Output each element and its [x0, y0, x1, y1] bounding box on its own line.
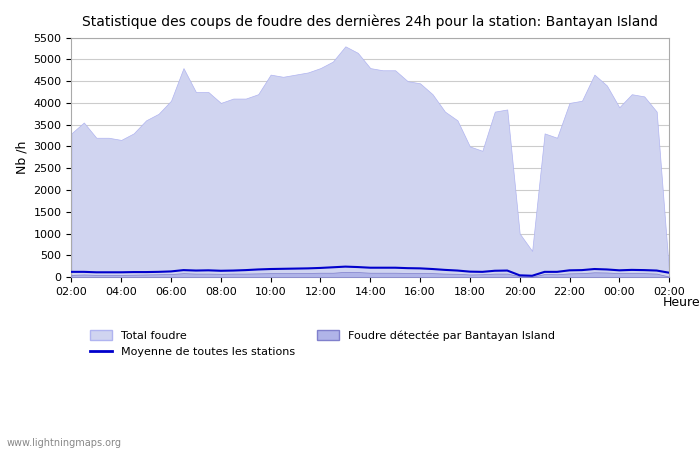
Title: Statistique des coups de foudre des dernières 24h pour la station: Bantayan Isla: Statistique des coups de foudre des dern… — [83, 15, 658, 30]
X-axis label: Heure: Heure — [662, 296, 700, 309]
Y-axis label: Nb /h: Nb /h — [15, 141, 28, 174]
Legend: Total foudre, Moyenne de toutes les stations, Foudre détectée par Bantayan Islan: Total foudre, Moyenne de toutes les stat… — [85, 326, 560, 362]
Text: www.lightningmaps.org: www.lightningmaps.org — [7, 437, 122, 447]
